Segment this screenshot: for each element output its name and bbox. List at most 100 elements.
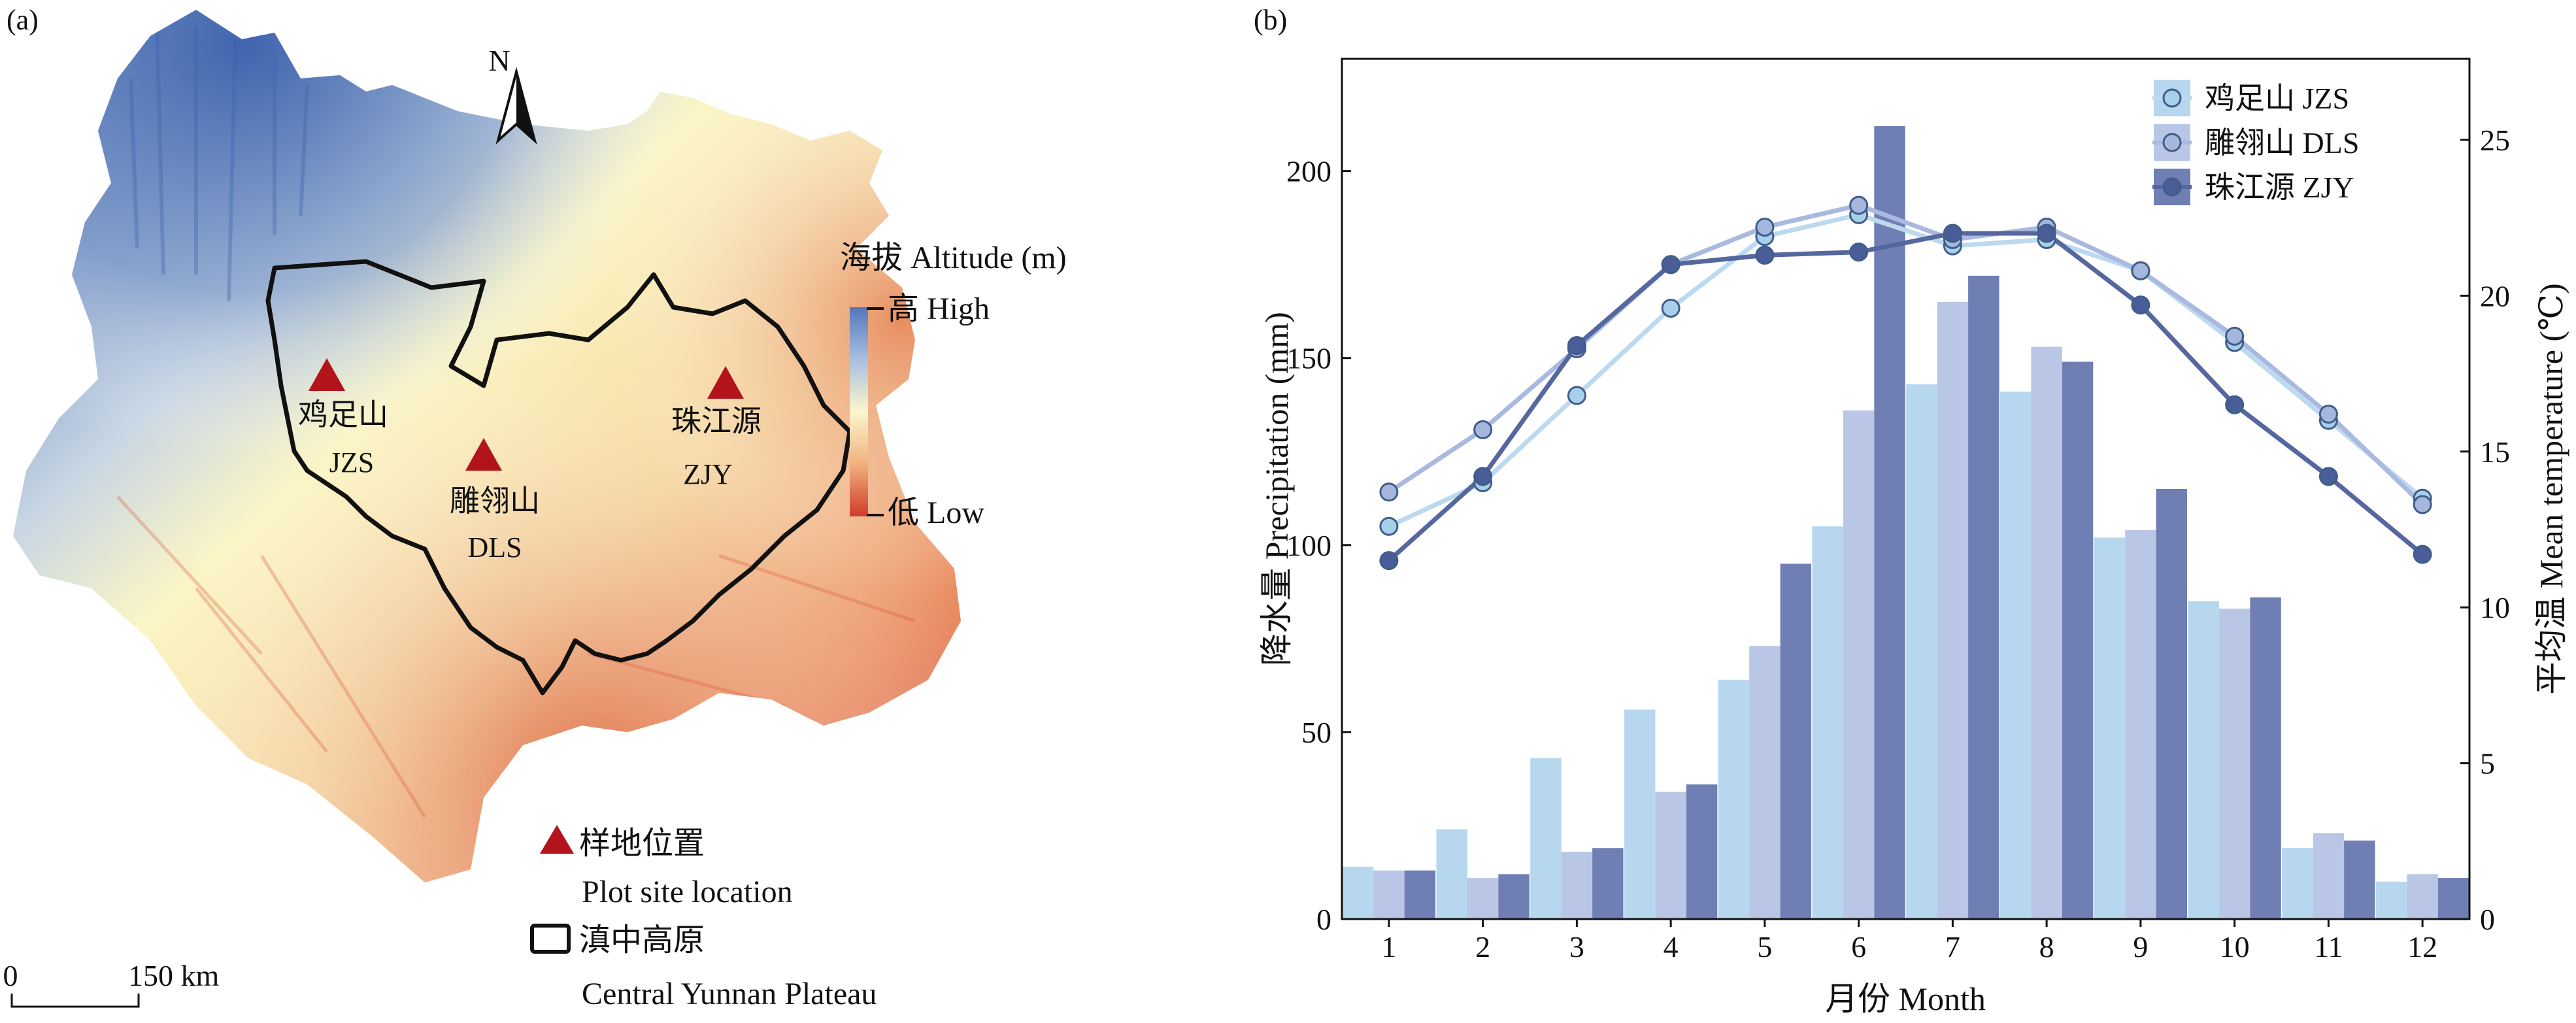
temperature-point [1379,482,1399,502]
precipitation-bar [1749,646,1781,919]
altitude-color-bar [850,307,868,516]
panel-label-a: (a) [7,4,39,36]
x-tick-label: 8 [2039,930,2054,964]
precipitation-bar [1843,410,1875,919]
temperature-point [2131,295,2150,315]
x-tick-label: 7 [1945,930,1960,964]
y-left-tick-label: 100 [1286,529,1331,562]
legend-marker [2162,133,2182,152]
y-left-tick-label: 0 [1316,903,1331,936]
precipitation-bar [1561,852,1593,919]
y-left-tick-label: 200 [1286,155,1331,188]
x-tick-label: 11 [2314,930,2343,964]
precipitation-bar [2156,489,2188,919]
site-marker-triangle [707,366,744,399]
x-axis-label: 月份 Month [1825,981,1986,1017]
precipitation-bar [1968,275,1999,920]
temperature-point [1755,245,1775,265]
x-tick-label: 2 [1475,930,1490,964]
precipitation-bar [1373,870,1405,919]
y-right-tick-label: 15 [2480,435,2510,469]
temperature-point [2318,405,2338,424]
precipitation-bar [2407,874,2438,919]
y-left-tick-label: 150 [1286,342,1331,375]
precipitation-bar [1655,792,1686,919]
y-axis-label-right: 平均温 Mean temperature (℃) [2533,283,2569,694]
precipitation-bar [2188,601,2219,919]
site-legend-zh: 样地位置 [579,826,705,861]
precipitation-bar [1436,829,1467,919]
temperature-point [1661,255,1681,275]
site-zjy-name: 珠江源 [671,405,761,438]
legend-label: 鸡足山 JZS [2205,82,2349,115]
temperature-point [1849,195,1869,215]
north-arrow: N [488,44,537,144]
precipitation-bar [1780,563,1812,919]
site-jzs: 鸡足山 JZS [298,358,388,478]
altitude-legend: 海拔 Altitude (m) 高 High 低 Low [840,241,1067,530]
temperature-point [1943,224,1962,243]
legend-label: 珠江源 ZJY [2205,171,2354,204]
temperature-point [2131,261,2150,280]
site-legend-triangle [540,825,574,854]
temperature-series-line [1387,231,2424,563]
site-zjy-code: ZJY [683,458,733,490]
plateau-legend-box [530,924,571,954]
site-dls-name: 雕翎山 [450,484,540,518]
x-tick-label: 5 [1757,930,1772,964]
precipitation-bar [1999,392,2032,919]
precipitation-bar [2031,346,2062,919]
precipitation-bar [1592,848,1624,919]
y-left-tick-label: 50 [1301,716,1331,749]
site-zjy: 珠江源 ZJY [671,366,761,490]
precipitation-bar [1937,301,1969,919]
temperature-series-line [1388,212,2424,529]
precipitation-bar [1342,866,1374,919]
temperature-point [1661,298,1681,318]
scale-zero: 0 [3,959,18,992]
altitude-legend-title: 海拔 Altitude (m) [840,241,1067,275]
map-panel: (a) N 海拔 Altitude (m) 高 High 低 Low 鸡足山 J… [3,4,1067,1011]
y-right-tick-label: 5 [2480,747,2495,780]
precipitation-bar [2344,840,2375,919]
precipitation-bar [1498,874,1530,919]
precipitation-bar [1530,758,1562,919]
temperature-point [2225,395,2245,414]
panel-label-b: (b) [1254,4,1287,36]
x-tick-label: 3 [1569,930,1584,964]
site-jzs-name: 鸡足山 [298,398,388,431]
x-tick-label: 1 [1381,930,1396,964]
altitude-legend-high: 高 High [888,292,990,326]
precipitation-bar [1874,126,1905,919]
temperature-point [2225,326,2245,346]
x-tick-label: 12 [2407,930,2437,964]
temperature-point [2037,224,2056,243]
legend-marker [2162,177,2182,197]
temperature-lines [1379,195,2432,571]
x-tick-label: 10 [2220,930,2250,964]
precipitation-bar [2437,878,2469,919]
temperature-point [1473,420,1493,439]
y-right-tick-label: 20 [2480,279,2510,312]
x-tick-label: 6 [1851,930,1866,964]
plateau-legend: 滇中高原 Central Yunnan Plateau [530,923,877,1011]
plot-frame [1341,58,2471,920]
y-right-tick-label: 25 [2480,124,2510,157]
precipitation-bar [1467,878,1499,919]
temperature-point [1473,467,1493,486]
north-label: N [488,44,510,77]
temperature-point [1849,243,1869,262]
plateau-legend-zh: 滇中高原 [579,923,705,958]
site-jzs-code: JZS [329,446,374,478]
legend-marker [2162,88,2182,108]
altitude-legend-low: 低 Low [888,495,984,530]
plateau-legend-en: Central Yunnan Plateau [582,977,877,1011]
temperature-point [2413,495,2432,514]
temperature-point [1379,516,1399,536]
temperature-point [2318,467,2338,486]
precipitation-bar [2125,529,2156,919]
site-dls: 雕翎山 DLS [450,438,540,563]
temperature-point [1567,386,1586,405]
